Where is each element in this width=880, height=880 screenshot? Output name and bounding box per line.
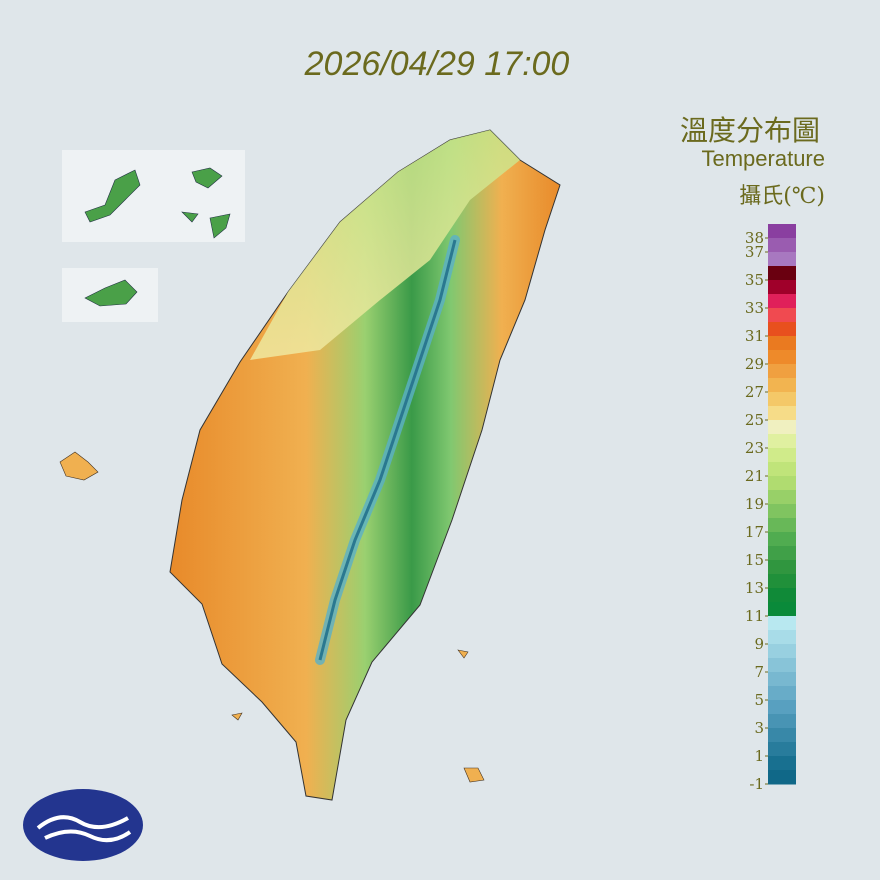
islands [59, 451, 485, 783]
legend-band [768, 238, 796, 253]
islands [84, 167, 231, 307]
legend-tick-label: 15 [745, 551, 764, 569]
legend-band [768, 378, 796, 393]
legend-band [768, 714, 796, 729]
legend-band [768, 364, 796, 379]
legend-tick-label: 17 [745, 523, 764, 541]
legend-band [768, 700, 796, 715]
legend-band [768, 602, 796, 617]
legend-tick-label: 11 [745, 607, 764, 625]
legend-band [768, 756, 796, 771]
legend-band [768, 350, 796, 365]
legend-band [768, 742, 796, 757]
legend-band [768, 434, 796, 449]
north-plain [250, 130, 520, 360]
legend-tick-label: 23 [745, 439, 764, 457]
legend-tick-label: 5 [754, 691, 764, 709]
legend-band [768, 476, 796, 491]
subtitle: Temperature [701, 146, 825, 171]
legend-band [768, 532, 796, 547]
legend-band [768, 686, 796, 701]
legend-tick-label: 37 [745, 243, 764, 261]
legend-tick-label: 7 [754, 663, 764, 681]
legend-tick-label: 29 [745, 355, 764, 373]
legend-band [768, 658, 796, 673]
legend-tick-label: 31 [745, 327, 764, 345]
legend-tick-label: 27 [745, 383, 764, 401]
legend-band [768, 672, 796, 687]
legend-band [768, 546, 796, 561]
unit: 攝氏(℃) [739, 184, 825, 209]
legend-band [768, 252, 796, 267]
legend-band [768, 392, 796, 407]
legend-tick-label: 21 [745, 467, 764, 485]
legend-tick-label: 9 [754, 635, 764, 653]
legend-band [768, 448, 796, 463]
legend-tick-label: -1 [749, 775, 764, 793]
legend-tick-label: 19 [745, 495, 764, 513]
legend-tick-label: 25 [745, 411, 764, 429]
legend-band [768, 770, 796, 785]
legend-band [768, 728, 796, 743]
legend-tick-label: 33 [745, 299, 764, 317]
legend-tick-label: 38 [745, 229, 764, 247]
title: 溫度分布圖 [680, 114, 820, 147]
legend-band [768, 406, 796, 421]
legend-band [768, 294, 796, 309]
legend-band [768, 616, 796, 631]
logo-waves [36, 815, 132, 843]
legend-tick-label: 13 [745, 579, 764, 597]
legend-band [768, 336, 796, 351]
main-island [169, 129, 561, 801]
legend-band [768, 420, 796, 435]
ridge-line [318, 239, 457, 661]
legend-tick-label: 3 [754, 719, 764, 737]
legend-band [768, 308, 796, 323]
legend-band [768, 224, 796, 239]
legend-band [768, 266, 796, 281]
legend-band [768, 462, 796, 477]
legend-band [768, 504, 796, 519]
legend-band [768, 588, 796, 603]
legend-band [768, 560, 796, 575]
legend-band [768, 574, 796, 589]
legend-band [768, 630, 796, 645]
legend-band [768, 644, 796, 659]
legend-band [768, 322, 796, 337]
legend-tick-label: 35 [745, 271, 764, 289]
legend-band [768, 280, 796, 295]
legend-band [768, 518, 796, 533]
legend-tick-label: 1 [754, 747, 764, 765]
legend-band [768, 490, 796, 505]
timestamp: 2026/04/29 17:00 [304, 45, 570, 83]
